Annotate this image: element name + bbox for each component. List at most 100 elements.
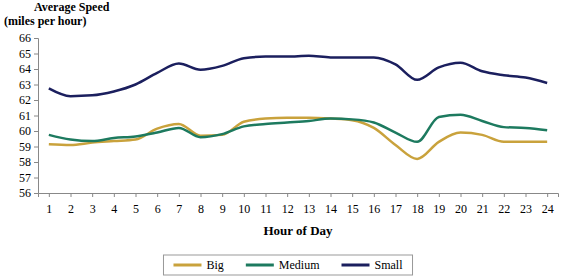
- y-tick-mark: [34, 193, 38, 194]
- x-tick: 8: [198, 193, 204, 216]
- x-axis-title: Hour of Day: [263, 223, 333, 238]
- x-tick: 15: [347, 193, 359, 216]
- x-tick: 23: [520, 193, 532, 216]
- x-tick-mark: [504, 193, 505, 197]
- x-tick-label: 15: [347, 202, 359, 216]
- y-tick-label: 64: [19, 62, 31, 76]
- x-tick-label: 7: [176, 202, 182, 216]
- x-tick-label: 13: [303, 202, 315, 216]
- legend-item: Small: [342, 258, 404, 272]
- y-axis-title-line: Average Speed: [34, 0, 110, 14]
- x-tick-label: 18: [412, 202, 424, 216]
- y-tick-mark: [34, 116, 38, 117]
- y-tick-mark: [34, 100, 38, 101]
- x-tick-label: 5: [133, 202, 139, 216]
- x-axis-line: [39, 194, 559, 198]
- x-tick-label: 20: [455, 202, 467, 216]
- y-axis: 5657 5859 6061 6263 6465 66: [19, 31, 39, 200]
- x-tick-mark: [179, 193, 180, 197]
- y-tick-label: 66: [19, 31, 31, 45]
- x-tick-label: 11: [260, 202, 272, 216]
- x-tick: 6: [155, 193, 161, 216]
- y-tick-label: 59: [19, 140, 31, 154]
- y-tick-label: 62: [19, 93, 31, 107]
- x-tick: 17: [390, 193, 402, 216]
- x-tick-mark: [417, 193, 418, 197]
- x-tick-label: 14: [325, 202, 337, 216]
- y-tick-mark: [34, 69, 38, 70]
- x-tick: 1: [46, 193, 52, 216]
- x-tick: 3: [90, 193, 96, 216]
- legend-box: [163, 255, 412, 275]
- x-tick: 13: [303, 193, 315, 216]
- x-tick: 9: [220, 193, 226, 216]
- x-tick-mark: [49, 193, 50, 197]
- x-tick-mark: [439, 193, 440, 197]
- x-tick-label: 8: [198, 202, 204, 216]
- x-tick-mark: [482, 193, 483, 197]
- y-axis-line: [34, 39, 39, 194]
- y-tick-label: 58: [19, 155, 31, 169]
- y-tick-label: 60: [19, 124, 31, 138]
- x-tick-mark: [157, 193, 158, 197]
- x-tick: 7: [176, 193, 182, 216]
- y-tick: 64: [19, 62, 38, 76]
- x-tick-mark: [136, 193, 137, 197]
- y-tick: 65: [19, 47, 38, 61]
- x-tick-label: 3: [90, 202, 96, 216]
- legend-swatch: [342, 264, 370, 267]
- x-tick-label: 6: [155, 202, 161, 216]
- x-tick-mark: [309, 193, 310, 197]
- series-line: [49, 115, 547, 142]
- y-tick-mark: [34, 131, 38, 132]
- y-tick-mark: [34, 85, 38, 86]
- x-tick: 16: [368, 193, 380, 216]
- legend-item: Medium: [246, 258, 320, 272]
- plot-area: [49, 56, 547, 159]
- x-tick-mark: [461, 193, 462, 197]
- legend-label: Small: [375, 258, 404, 272]
- y-axis-title-line: (miles per hour): [4, 14, 86, 28]
- x-tick-label: 17: [390, 202, 402, 216]
- y-tick: 66: [19, 31, 38, 45]
- y-tick: 59: [19, 140, 38, 154]
- x-tick-mark: [266, 193, 267, 197]
- x-tick-label: 4: [111, 202, 117, 216]
- x-tick-mark: [201, 193, 202, 197]
- x-tick: 4: [111, 193, 117, 216]
- y-tick-mark: [34, 147, 38, 148]
- legend-label: Big: [206, 258, 223, 272]
- x-tick: 18: [412, 193, 424, 216]
- legend-label: Medium: [279, 258, 320, 272]
- legend-swatch: [246, 264, 274, 267]
- y-tick: 58: [19, 155, 38, 169]
- y-tick-mark: [34, 162, 38, 163]
- x-tick-label: 19: [433, 202, 445, 216]
- x-tick-label: 21: [477, 202, 489, 216]
- x-tick-label: 24: [542, 202, 554, 216]
- x-tick-label: 12: [282, 202, 294, 216]
- y-tick-label: 61: [19, 109, 31, 123]
- y-tick-label: 63: [19, 78, 31, 92]
- y-tick-label: 57: [19, 171, 31, 185]
- series-line: [49, 56, 547, 96]
- x-tick: 14: [325, 193, 337, 216]
- y-tick: 62: [19, 93, 38, 107]
- x-tick: 24: [542, 193, 554, 216]
- x-tick-mark: [92, 193, 93, 197]
- x-tick: 2: [68, 193, 74, 216]
- x-tick: 12: [282, 193, 294, 216]
- y-tick-label: 56: [19, 186, 31, 200]
- x-tick-mark: [71, 193, 72, 197]
- y-tick: 63: [19, 78, 38, 92]
- x-tick-mark: [352, 193, 353, 197]
- x-tick: 20: [455, 193, 467, 216]
- x-tick-mark: [244, 193, 245, 197]
- chart: 5657585960616263646566123456789101112131…: [0, 0, 576, 279]
- x-tick: 21: [477, 193, 489, 216]
- y-tick: 57: [19, 171, 38, 185]
- x-tick: 19: [433, 193, 445, 216]
- x-tick-label: 16: [368, 202, 380, 216]
- y-axis-title: Average Speed(miles per hour): [4, 0, 110, 28]
- y-tick-mark: [34, 54, 38, 55]
